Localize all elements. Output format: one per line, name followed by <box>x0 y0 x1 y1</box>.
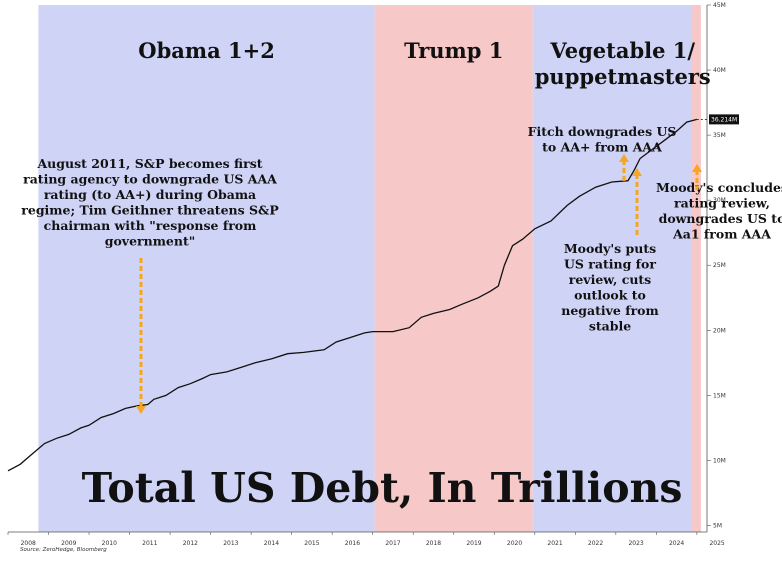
x-tick-label: 2018 <box>426 540 441 547</box>
x-tick-label: 2010 <box>102 540 117 547</box>
annotation-text: Aa1 from AAA <box>672 227 771 242</box>
annotation-text: chairman with "response from <box>44 218 257 233</box>
x-tick-label: 2009 <box>61 540 76 547</box>
y-tick-label: 5M <box>713 522 722 529</box>
x-tick-label: 2014 <box>264 540 279 547</box>
annotation-text: rating agency to downgrade US AAA <box>23 172 277 187</box>
annotation-text: negative from <box>561 303 659 318</box>
annotation-text: August 2011, S&P becomes first <box>36 156 262 171</box>
y-tick-label: 45M <box>713 2 726 9</box>
period-label: Vegetable 1/ <box>549 38 695 63</box>
x-tick-label: 2019 <box>466 540 481 547</box>
annotation-text: US rating for <box>564 257 656 272</box>
period-label: puppetmasters <box>535 64 711 89</box>
annotation-text: downgrades US to <box>659 211 782 226</box>
x-tick-label: 2015 <box>304 540 319 547</box>
x-tick-label: 2023 <box>628 540 643 547</box>
period-band-3 <box>692 5 701 532</box>
chart-title: Total US Debt, In Trillions <box>82 464 683 512</box>
x-tick-label: 2016 <box>345 540 360 547</box>
y-tick-label: 40M <box>713 67 726 74</box>
x-tick-label: 2017 <box>385 540 400 547</box>
annotation-text: regime; Tim Geithner threatens S&P <box>21 203 279 218</box>
annotation-text: Fitch downgrades US <box>528 124 677 139</box>
period-band-0 <box>38 5 375 532</box>
annotation-text: government" <box>105 234 196 249</box>
x-tick-label: 2012 <box>183 540 198 547</box>
series-line-0 <box>7 118 698 472</box>
y-tick-label: 15M <box>713 392 726 399</box>
period-label: Obama 1+2 <box>138 38 275 63</box>
last-value-label: 36.214M <box>711 116 737 123</box>
y-tick-label: 30M <box>713 197 726 204</box>
period-label: Trump 1 <box>404 38 503 63</box>
x-tick-label: 2011 <box>142 540 157 547</box>
period-band-1 <box>374 5 533 532</box>
annotation-text: rating (to AA+) during Obama <box>44 187 256 202</box>
y-tick-label: 25M <box>713 262 726 269</box>
annotation-text: Moody's puts <box>564 241 656 256</box>
annotation-arrow-head <box>619 154 629 162</box>
annotation-text: stable <box>589 319 631 334</box>
x-tick-label: 2021 <box>547 540 562 547</box>
x-tick-label: 2025 <box>709 540 724 547</box>
annotation-arrow-head <box>136 406 146 414</box>
annotation-arrow-head <box>632 168 642 176</box>
annotation-text: to AA+ from AAA <box>542 140 662 155</box>
annotation-arrow-head <box>692 164 702 172</box>
x-tick-label: 2013 <box>223 540 238 547</box>
y-tick-label: 20M <box>713 327 726 334</box>
annotation-text: rating review, <box>674 196 770 211</box>
y-tick-label: 10M <box>713 457 726 464</box>
x-tick-label: 2020 <box>507 540 522 547</box>
annotation-text: Moody's concludes <box>656 180 782 195</box>
x-tick-label: 2008 <box>21 540 36 547</box>
x-tick-label: 2024 <box>669 540 684 547</box>
source-note: Source: ZeroHedge, Bloomberg <box>20 547 107 553</box>
last-value-badge <box>709 114 739 125</box>
period-band-2 <box>532 5 693 532</box>
annotation-text: review, cuts <box>569 272 651 287</box>
annotation-text: outlook to <box>574 288 646 303</box>
x-tick-label: 2022 <box>588 540 603 547</box>
y-tick-label: 35M <box>713 132 726 139</box>
